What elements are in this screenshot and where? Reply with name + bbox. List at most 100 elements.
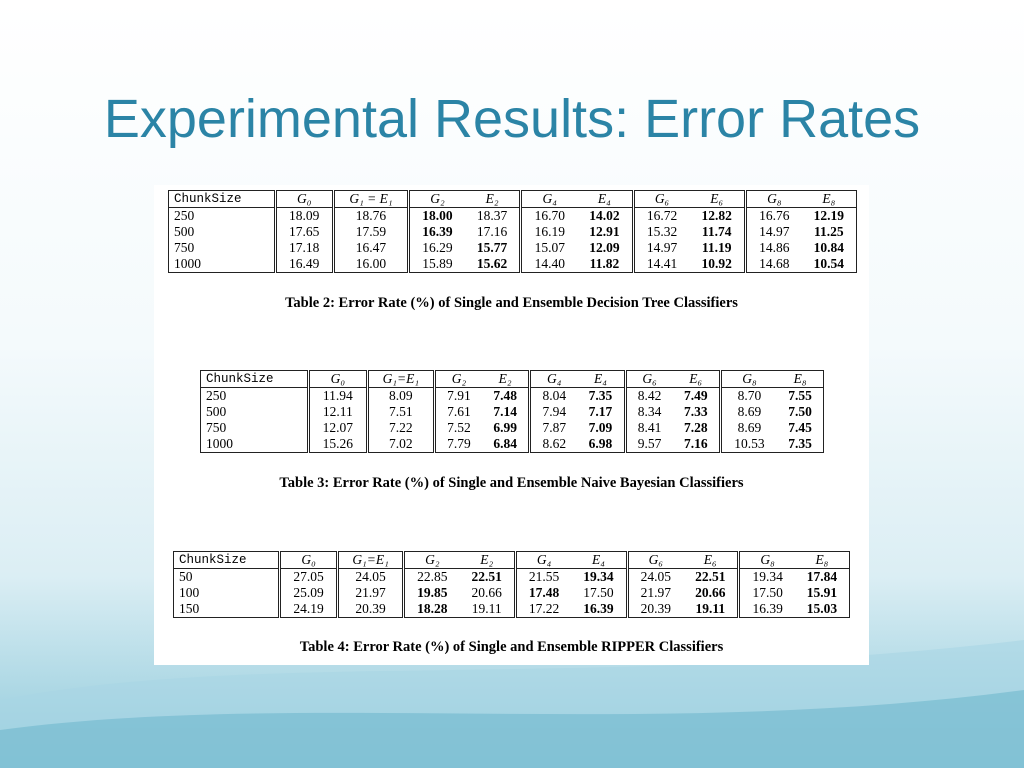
cell: 18.28	[417, 601, 448, 616]
data-row: 500 12.11 7.51 7.61 7.14 7.94 7.17 8.34 7.33 8.69…	[200, 404, 824, 420]
data-table: ChunkSize G₀ G₁=E₁ G₂ E₂ G₄ E₄ G₆ E₆ G₈ E₈ 250 11.94…	[200, 370, 824, 453]
cell: 10.92	[689, 256, 748, 273]
header-cell: E₆	[683, 551, 741, 569]
cell: 7.22	[367, 420, 436, 436]
header-cell: E₆	[672, 370, 722, 388]
cell: 16.49	[275, 256, 335, 273]
cell: 7.02	[367, 436, 436, 453]
cell: 20.39	[337, 601, 406, 618]
cell: 16.00	[333, 256, 411, 273]
header-cell: G₆	[625, 370, 673, 388]
cell: 15.77	[464, 240, 523, 256]
cell: 18.76	[333, 207, 411, 224]
cell: 22.51	[459, 568, 517, 585]
header-row: ChunkSize G₀ G₁=E₁ G₂ E₂ G₄ E₄ G₆ E₆ G₈ E₈	[173, 551, 850, 569]
data-row: 150 24.19 20.39 18.28 19.11 17.22 16.39 20.39 19…	[173, 601, 850, 618]
table-wrap: ChunkSize G₀ G₁ = E₁ G₂ E₂ G₄ E₄ G₆ E₆ G₈ E₈ 250 18.…	[168, 190, 857, 273]
cell: 18.00	[422, 208, 453, 223]
cell: 15.62	[464, 256, 523, 273]
cell: 9.57	[637, 436, 662, 451]
header-cell: E₈	[777, 370, 824, 388]
cell: 7.14	[482, 404, 532, 420]
data-row: 1000 15.26 7.02 7.79 6.84 8.62 6.98 9.57 7.16 10.…	[200, 436, 824, 453]
header-cell: G₄	[520, 190, 578, 208]
table-caption: Table 2: Error Rate (%) of Single and En…	[285, 295, 738, 311]
cell: 7.09	[577, 420, 627, 436]
cell: 250	[168, 207, 277, 224]
header-cell: G₈	[745, 190, 802, 208]
cell: 7.17	[577, 404, 627, 420]
cell: 7.35	[788, 436, 812, 451]
cell: 7.79	[447, 436, 471, 451]
data-row: 50 27.05 24.05 22.85 22.51 21.55 19.34 24.05 22.…	[173, 568, 850, 585]
cell: 16.39	[422, 224, 453, 239]
cell: 8.70	[737, 388, 762, 403]
header-cell: E₄	[577, 370, 627, 388]
cell: 17.48	[528, 585, 560, 600]
header-cell: E₈	[794, 551, 850, 569]
header-cell: G₈	[738, 551, 795, 569]
cell: 15.89	[422, 256, 453, 271]
cell: 17.50	[752, 585, 783, 600]
cell: 1000	[168, 256, 277, 273]
cell: 6.84	[482, 436, 532, 453]
cell: 16.29	[422, 240, 453, 255]
cell: 12.07	[308, 420, 369, 436]
cell: 14.97	[759, 224, 790, 239]
cell: 7.61	[447, 404, 471, 419]
table-wrap: ChunkSize G₀ G₁=E₁ G₂ E₂ G₄ E₄ G₆ E₆ G₈ E₈ 250 11.94…	[200, 370, 824, 453]
cell: 11.74	[689, 224, 748, 240]
header-cell: G₆	[633, 190, 690, 208]
cell: 8.42	[637, 388, 662, 403]
table-caption: Table 3: Error Rate (%) of Single and En…	[279, 475, 744, 491]
cell: 21.55	[528, 569, 560, 584]
cell: 10.54	[813, 256, 844, 271]
cell: 16.39	[752, 601, 783, 616]
header-cell: G₁ = E₁	[333, 190, 411, 208]
header-cell: G₆	[627, 551, 684, 569]
table-caption: Table 4: Error Rate (%) of Single and En…	[299, 639, 724, 655]
header-cell: E₂	[459, 551, 517, 569]
cell: 12.11	[308, 404, 369, 420]
cell: 27.05	[279, 568, 340, 585]
cell: 11.82	[577, 256, 635, 273]
cell: 7.91	[447, 388, 471, 403]
header-cell: G₂	[408, 190, 465, 208]
header-cell: G₀	[275, 190, 335, 208]
cell: 12.09	[577, 240, 635, 256]
header-cell: E₂	[482, 370, 532, 388]
header-cell: G₁=E₁	[367, 370, 436, 388]
cell: 14.40	[534, 256, 565, 271]
cell: 8.34	[637, 404, 662, 419]
cell: 7.94	[542, 404, 567, 419]
cell: 18.09	[275, 207, 335, 224]
cell: 7.45	[788, 420, 812, 435]
header-cell: E₈	[801, 190, 857, 208]
cell: 14.68	[759, 256, 790, 271]
cell: 15.03	[806, 601, 838, 616]
cell: 14.97	[646, 240, 678, 255]
cell: 19.34	[571, 568, 629, 585]
cell: 7.35	[577, 387, 627, 404]
cell: 17.16	[464, 224, 523, 240]
data-row: 100 25.09 21.97 19.85 20.66 17.48 17.50 21.97 20…	[173, 585, 850, 601]
header-cell: E₂	[464, 190, 523, 208]
cell: 19.34	[752, 569, 783, 584]
cell: 750	[200, 420, 310, 436]
cell: 17.50	[571, 585, 629, 601]
cell: 16.47	[333, 240, 411, 256]
cell: 6.98	[577, 436, 627, 453]
header-cell: G₄	[515, 551, 572, 569]
cell: 7.49	[672, 387, 722, 404]
header-cell: E₄	[577, 190, 635, 208]
cell: 16.39	[571, 601, 629, 618]
header-cell: G₂	[403, 551, 460, 569]
cell: 8.04	[542, 388, 567, 403]
cell: 7.51	[367, 404, 436, 420]
cell: 19.85	[417, 585, 448, 600]
cell: 12.19	[813, 208, 844, 223]
cell: 8.69	[737, 420, 762, 435]
data-table: ChunkSize G₀ G₁=E₁ G₂ E₂ G₄ E₄ G₆ E₆ G₈ E₈ 50 27.05 2…	[173, 551, 850, 618]
cell: 20.66	[459, 585, 517, 601]
